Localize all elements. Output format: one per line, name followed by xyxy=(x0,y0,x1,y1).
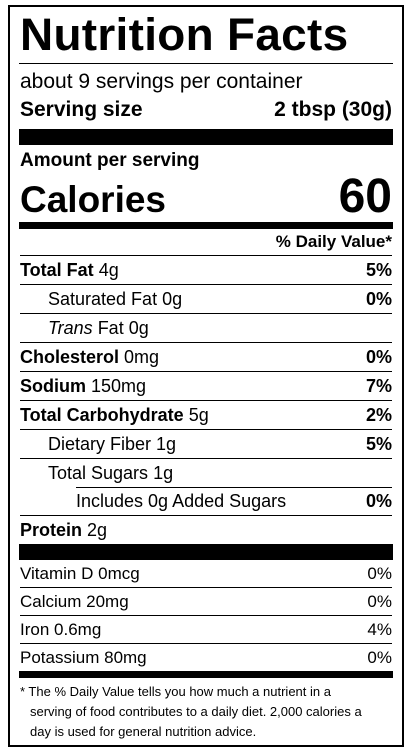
nutrient-row: Protein 2g xyxy=(20,515,392,544)
nutrient-daily-value: 0% xyxy=(365,490,392,511)
vitamin-name: Calcium 20mg xyxy=(20,591,129,611)
nutrient-name: Includes 0g Added Sugars xyxy=(76,490,287,511)
vitamin-daily-value: 0% xyxy=(367,563,392,583)
nutrient-amount: 2g xyxy=(87,519,108,540)
footnote-line-3: day is used for general nutrition advice… xyxy=(30,724,257,739)
nutrient-row: Saturated Fat 0g 0% xyxy=(20,284,392,313)
vitamin-row: Vitamin D 0mcg 0% xyxy=(20,560,392,587)
title-divider xyxy=(19,63,393,64)
nutrient-name: Total Fat 4g xyxy=(20,259,119,280)
amount-per-serving: Amount per serving xyxy=(20,150,200,171)
nutrient-name: Trans Fat 0g xyxy=(48,317,149,338)
nutrient-amount: 5g xyxy=(188,404,209,425)
vitamin-daily-value: 0% xyxy=(367,591,392,611)
vitamin-daily-value: 4% xyxy=(367,619,392,639)
vitamin-name: Vitamin D 0mcg xyxy=(20,563,140,583)
calories-value: 60 xyxy=(338,170,392,223)
vitamin-divider-bar xyxy=(19,544,393,560)
nutrient-name: Saturated Fat 0g xyxy=(48,288,183,309)
vitamin-amount: 20mg xyxy=(86,591,129,611)
calories-row: Calories 60 xyxy=(20,170,392,223)
nutrient-daily-value: 5% xyxy=(365,259,392,280)
nutrient-daily-value: 7% xyxy=(365,375,392,396)
nutrient-amount: 1g xyxy=(153,462,174,483)
serving-size-value: 2 tbsp (30g) xyxy=(274,98,392,121)
vitamin-name: Iron 0.6mg xyxy=(20,619,102,639)
vitamin-amount: 0mcg xyxy=(98,563,140,583)
vitamin-row: Potassium 80mg 0% xyxy=(20,643,392,671)
nutrient-row: Total Fat 4g 5% xyxy=(20,255,392,284)
nutrient-name: Dietary Fiber 1g xyxy=(48,433,177,454)
nutrient-name: Sodium 150mg xyxy=(20,375,147,396)
nutrient-name: Cholesterol 0mg xyxy=(20,346,160,367)
nutrient-row: Trans Fat 0g xyxy=(20,313,392,342)
nutrient-amount: 0g xyxy=(128,317,149,338)
calories-divider-bar xyxy=(19,222,393,229)
nutrient-name: Total Sugars 1g xyxy=(48,462,174,483)
calories-label: Calories xyxy=(20,179,167,220)
nutrient-row: Total Sugars 1g xyxy=(20,458,392,487)
nutrient-amount: 1g xyxy=(156,433,177,454)
label-title: Nutrition Facts xyxy=(20,9,349,60)
nutrient-row: Dietary Fiber 1g 5% xyxy=(20,429,392,458)
nutrient-name: Total Carbohydrate 5g xyxy=(20,404,209,425)
serving-divider-bar xyxy=(19,129,393,145)
nutrient-row: Cholesterol 0mg 0% xyxy=(20,342,392,371)
nutrient-amount: 150mg xyxy=(91,375,147,396)
nutrient-list: Total Fat 4g 5% Saturated Fat 0g 0% Trans Fa… xyxy=(20,255,392,544)
nutrient-daily-value: 5% xyxy=(365,433,392,454)
footnote-divider-bar xyxy=(19,671,393,678)
footnote-line-2: serving of food contributes to a daily d… xyxy=(30,704,362,719)
footnote: * The % Daily Value tells you how much a… xyxy=(20,678,392,742)
vitamin-name: Potassium 80mg xyxy=(20,647,147,667)
nutrient-row: Total Carbohydrate 5g 2% xyxy=(20,400,392,429)
nutrient-amount: 0g xyxy=(162,288,183,309)
daily-value-header: % Daily Value* xyxy=(275,232,392,251)
vitamin-list: Vitamin D 0mcg 0% Calcium 20mg 0% Iron 0.6mg… xyxy=(20,560,392,671)
vitamin-amount: 0.6mg xyxy=(54,619,102,639)
nutrient-amount: 0mg xyxy=(124,346,160,367)
nutrient-name: Protein 2g xyxy=(20,519,108,540)
nutrient-daily-value: 2% xyxy=(365,404,392,425)
nutrition-facts-label: Nutrition Facts about 9 servings per con… xyxy=(8,5,404,747)
nutrient-row: Sodium 150mg 7% xyxy=(20,371,392,400)
footnote-line-1: * The % Daily Value tells you how much a… xyxy=(20,684,331,699)
nutrient-row: Includes 0g Added Sugars 0% xyxy=(20,487,392,515)
servings-per-container: about 9 servings per container xyxy=(20,70,303,93)
vitamin-row: Calcium 20mg 0% xyxy=(20,587,392,615)
vitamin-row: Iron 0.6mg 4% xyxy=(20,615,392,643)
vitamin-amount: 80mg xyxy=(104,647,147,667)
nutrient-daily-value: 0% xyxy=(365,288,392,309)
nutrient-amount: 4g xyxy=(98,259,119,280)
serving-size-row: Serving size 2 tbsp (30g) xyxy=(20,97,392,123)
vitamin-daily-value: 0% xyxy=(367,647,392,667)
nutrient-daily-value: 0% xyxy=(365,346,392,367)
serving-size-label: Serving size xyxy=(20,98,143,121)
